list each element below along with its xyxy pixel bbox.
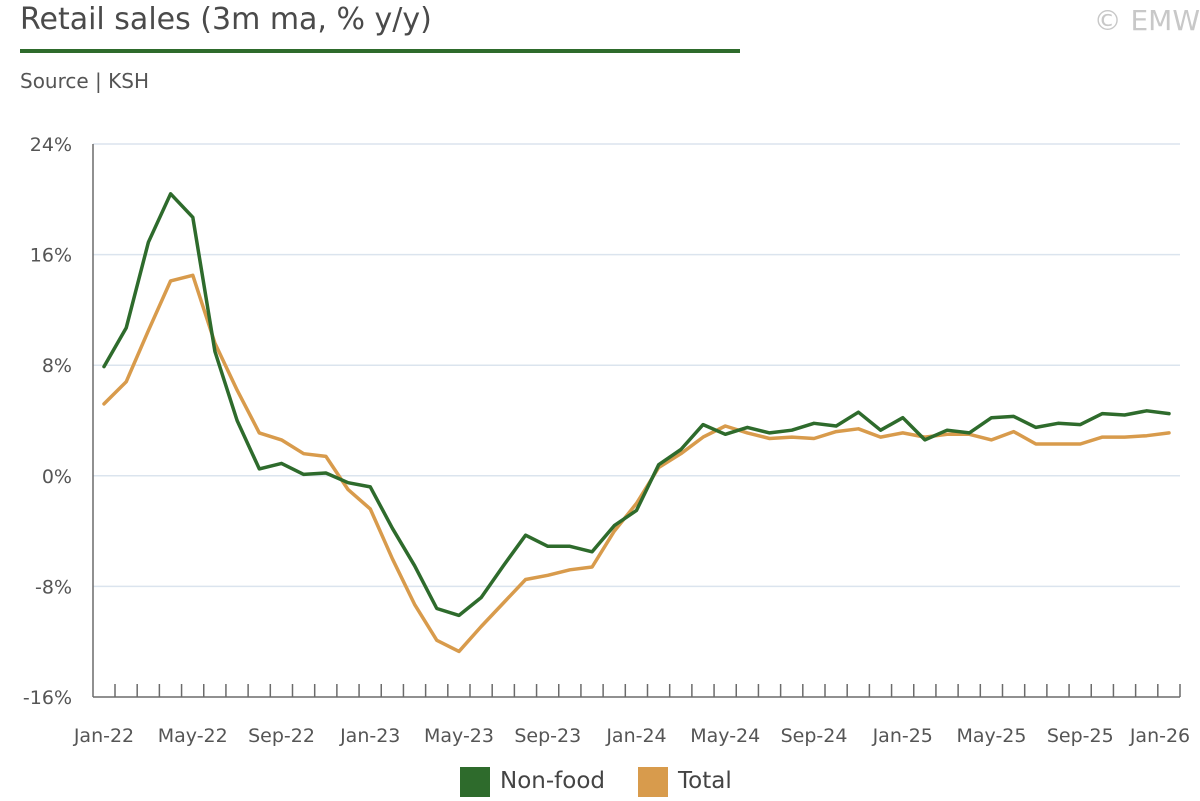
series-line-total [102,273,1171,654]
y-tick-label: 8% [42,355,72,377]
x-tick-label: May-24 [690,725,760,747]
y-tick-label: 0% [42,466,72,488]
tick-labels: 24% 16% 8% 0% -8% -16%Jan-22 May-22 Sep-22 Jan-2… [23,134,1190,747]
legend: Non-food Total [0,765,1200,801]
axes [92,144,1181,698]
y-tick-label: -16% [23,687,72,709]
x-tick-label: Jan-25 [872,725,933,747]
x-tick-label: May-25 [957,725,1027,747]
x-tick-label: Sep-22 [248,725,315,747]
x-tick-label: May-22 [158,725,228,747]
series-lines [102,192,1171,654]
y-tick-label: 16% [30,245,72,267]
x-tick-label: Jan-24 [605,725,666,747]
series-line-non-food [102,192,1171,618]
source-text: Source | KSH [20,69,149,93]
x-tick-label: May-23 [424,725,494,747]
x-tick-label: Sep-25 [1047,725,1114,747]
legend-label-non-food: Non-food [500,768,605,794]
legend-label-total: Total [678,768,732,794]
x-tick-label: Sep-23 [514,725,581,747]
y-tick-label: -8% [35,576,72,598]
copyright-text: © EMW [1093,4,1200,37]
title-underline [20,49,740,53]
x-tick-label: Jan-26 [1129,725,1190,747]
x-tick-label: Jan-23 [339,725,400,747]
gridlines [93,143,1180,588]
x-tick-label: Sep-24 [781,725,848,747]
legend-swatch-total [638,767,668,797]
x-tick-label: Jan-22 [73,725,134,747]
chart-title: Retail sales (3m ma, % y/y) [20,2,432,37]
legend-swatch-non-food [460,767,490,797]
y-tick-label: 24% [30,134,72,156]
